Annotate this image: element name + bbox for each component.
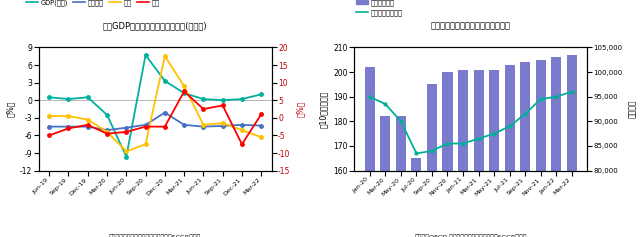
Bar <box>412 158 421 237</box>
Text: （出所：OECD,ブラジル地理統計資料院よりSCGR作成）: （出所：OECD,ブラジル地理統計資料院よりSCGR作成） <box>415 235 527 237</box>
Bar <box>442 72 453 237</box>
Bar <box>458 70 468 237</box>
Bar <box>489 70 499 237</box>
Bar <box>505 65 514 237</box>
Title: 実質GDPと主要部門の成長率推移(前期比): 実質GDPと主要部門の成長率推移(前期比) <box>103 21 208 30</box>
Y-axis label: （%）: （%） <box>6 101 15 117</box>
Bar <box>551 57 561 237</box>
Bar <box>473 70 484 237</box>
Bar <box>365 67 375 237</box>
Bar <box>396 116 406 237</box>
Bar <box>427 84 437 237</box>
Y-axis label: （千人）: （千人） <box>628 100 637 118</box>
Bar <box>380 116 390 237</box>
Bar <box>536 60 546 237</box>
Y-axis label: （%）: （%） <box>296 101 305 117</box>
Legend: GDP(左軸), 民間消費, 輸入, 輸出: GDP(左軸), 民間消費, 輸入, 輸出 <box>23 0 163 9</box>
Bar <box>520 62 530 237</box>
Title: 就業者数と個人消費（四半期）推移: 就業者数と個人消費（四半期）推移 <box>431 21 511 30</box>
Legend: 実質個人消費, 就業者数（右軸）: 実質個人消費, 就業者数（右軸） <box>353 0 405 18</box>
Y-axis label: （10億レアル）: （10億レアル） <box>319 90 328 128</box>
Text: （出所：ブラジル地理統計資料院よりSCGR作成）: （出所：ブラジル地理統計資料院よりSCGR作成） <box>109 235 201 237</box>
Bar <box>566 55 577 237</box>
